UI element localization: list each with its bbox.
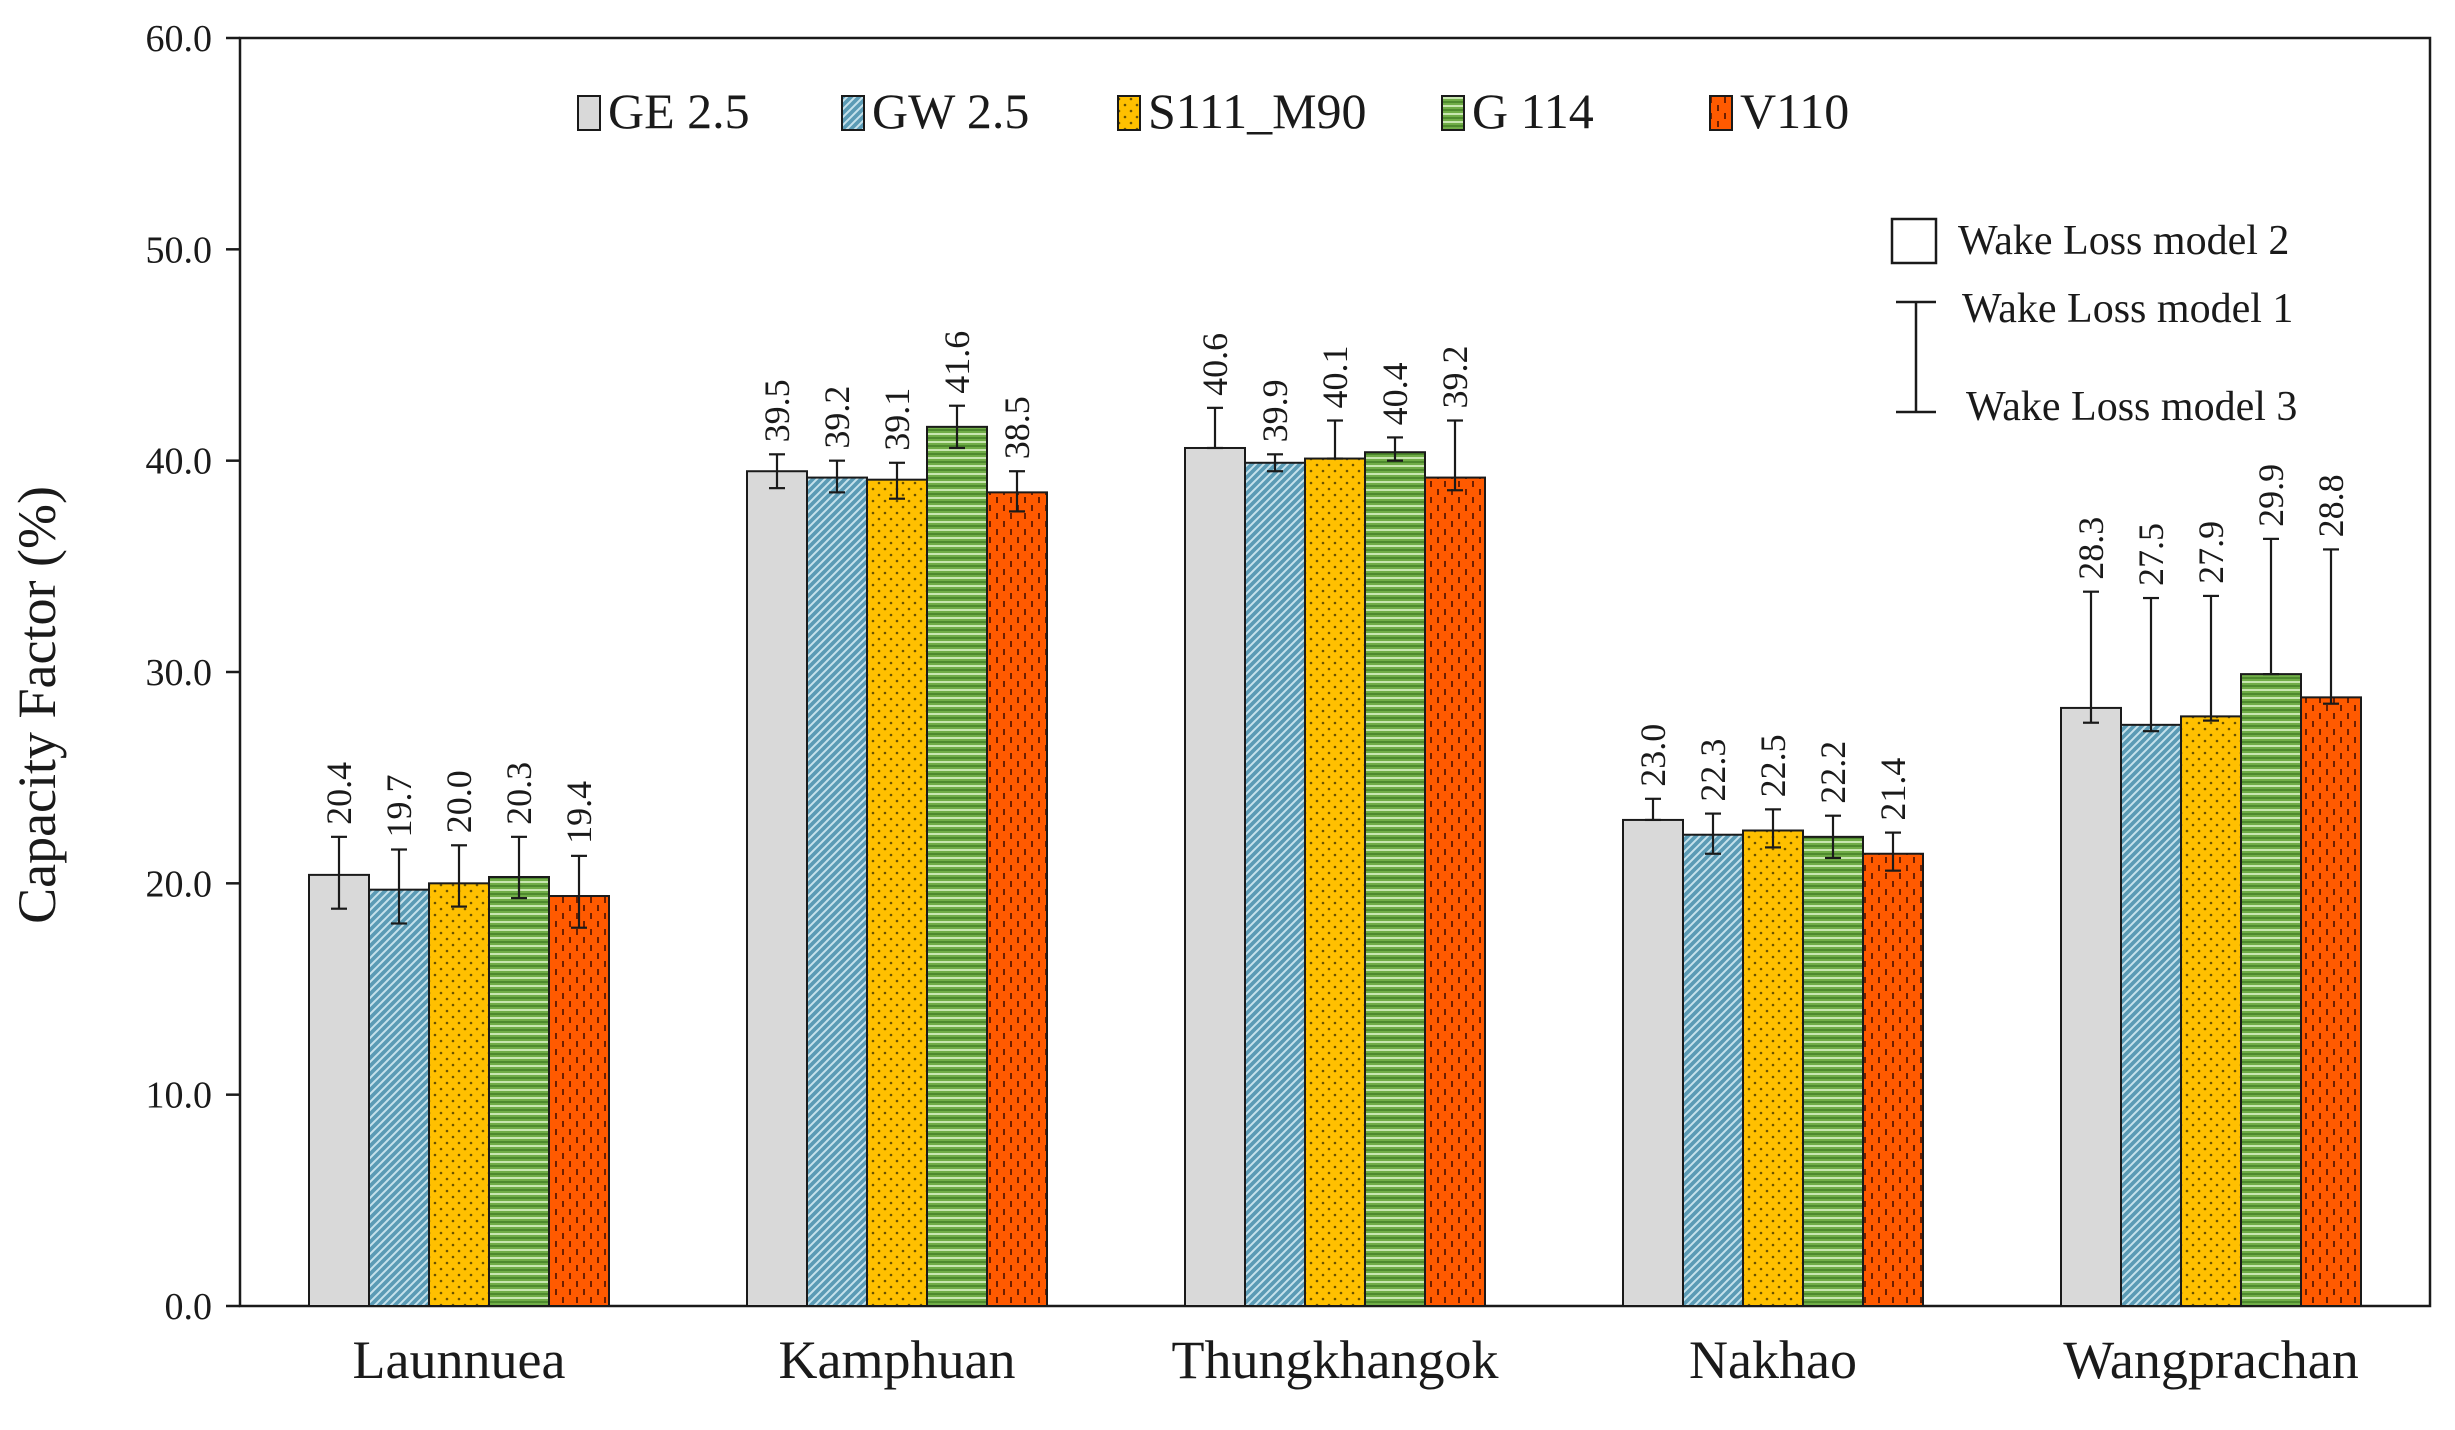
legend-swatch — [1709, 95, 1733, 131]
bar-value-label: 27.9 — [2191, 521, 2231, 584]
bars — [308, 425, 2362, 1308]
bar-value-label: 22.3 — [1693, 739, 1733, 802]
bar-value-label: 40.6 — [1195, 333, 1235, 396]
legend-swatch — [577, 95, 601, 131]
bar-value-label: 41.6 — [937, 331, 977, 394]
bar — [2240, 673, 2302, 1307]
bar — [1742, 829, 1804, 1307]
y-tick-label: 10.0 — [146, 1075, 213, 1117]
y-axis-title: Capacity Factor (%) — [7, 486, 67, 924]
bar — [1424, 476, 1486, 1308]
error-key-box-label: Wake Loss model 2 — [1958, 218, 2289, 264]
bar — [2180, 715, 2242, 1307]
bar — [1622, 818, 1684, 1308]
bar — [1184, 446, 1246, 1307]
y-axis: 0.0 10.0 20.0 30.0 40.0 50.0 60.0 — [146, 18, 240, 1328]
legend-label: S111_M90 — [1148, 83, 1367, 139]
bar-labels: 20.4 19.7 20.0 20.3 19.4 39.5 39.2 39.1 41.6 38.5… — [319, 331, 2351, 844]
bar-value-label: 29.9 — [2251, 464, 2291, 527]
bar-value-label: 21.4 — [1873, 758, 1913, 821]
bar-value-label: 20.4 — [319, 762, 359, 825]
x-tick-label: Wangprachan — [2063, 1330, 2359, 1390]
bar-value-label: 20.3 — [499, 762, 539, 825]
legend-swatch — [841, 95, 865, 131]
bar — [806, 476, 868, 1308]
bar — [2060, 706, 2122, 1307]
legend-swatch — [1117, 95, 1141, 131]
bar-value-label: 40.1 — [1315, 346, 1355, 409]
bar-value-label: 39.9 — [1255, 379, 1295, 442]
bar-value-label: 23.0 — [1633, 724, 1673, 787]
bar — [986, 491, 1048, 1308]
y-tick-label: 40.0 — [146, 441, 213, 483]
x-tick-label: Kamphuan — [779, 1330, 1016, 1390]
x-tick-label: Nakhao — [1689, 1330, 1857, 1390]
legend-label: GW 2.5 — [872, 83, 1029, 139]
error-key-lower-label: Wake Loss model 3 — [1966, 384, 2297, 430]
bar-value-label: 39.2 — [1435, 346, 1475, 409]
bar — [2120, 723, 2182, 1307]
legend-swatch — [1441, 95, 1465, 131]
bar — [1364, 451, 1426, 1308]
bar-value-label: 28.8 — [2311, 474, 2351, 537]
bar-value-label: 22.2 — [1813, 741, 1853, 804]
bar-value-label: 38.5 — [997, 396, 1037, 459]
bar — [1304, 457, 1366, 1307]
bar — [926, 425, 988, 1307]
y-tick-label: 60.0 — [146, 18, 213, 60]
legend: GE 2.5 GW 2.5 S111_M90 G 114 V110 — [577, 83, 1849, 139]
bar-value-label: 20.0 — [439, 770, 479, 833]
bar-value-label: 27.5 — [2131, 523, 2171, 586]
bar-value-label: 19.4 — [559, 781, 599, 844]
bar-value-label: 39.1 — [877, 388, 917, 451]
bar — [746, 470, 808, 1307]
error-key-upper-label: Wake Loss model 1 — [1962, 286, 2293, 332]
bar-value-label: 40.4 — [1375, 362, 1415, 425]
y-tick-label: 30.0 — [146, 652, 213, 694]
bar — [1244, 461, 1306, 1307]
bar — [1802, 835, 1864, 1308]
bar-value-label: 22.5 — [1753, 734, 1793, 797]
bar-value-label: 39.5 — [757, 379, 797, 442]
x-axis: Launnuea Kamphuan Thungkhangok Nakhao Wangpr… — [353, 1330, 2359, 1390]
bar — [866, 478, 928, 1308]
bar — [428, 882, 490, 1307]
y-tick-label: 50.0 — [146, 229, 213, 271]
legend-label: V110 — [1740, 83, 1849, 139]
error-bars — [331, 404, 2339, 929]
bar-value-label: 19.7 — [379, 775, 419, 838]
bar — [2300, 696, 2362, 1307]
y-tick-label: 20.0 — [146, 863, 213, 905]
legend-label: GE 2.5 — [608, 83, 750, 139]
x-tick-label: Thungkhangok — [1172, 1330, 1499, 1390]
error-key-box — [1890, 217, 1938, 265]
bar — [368, 888, 430, 1307]
bar — [308, 873, 370, 1307]
bar-value-label: 39.2 — [817, 386, 857, 449]
bar — [1682, 833, 1744, 1308]
bar — [488, 875, 550, 1307]
y-tick-label: 0.0 — [165, 1286, 213, 1328]
error-key: Wake Loss model 2 Wake Loss model 1 Wake… — [1890, 217, 2297, 430]
bar — [548, 895, 610, 1307]
bar — [1862, 852, 1924, 1307]
bar-value-label: 28.3 — [2071, 517, 2111, 580]
legend-label: G 114 — [1472, 83, 1594, 139]
x-tick-label: Launnuea — [353, 1330, 566, 1390]
